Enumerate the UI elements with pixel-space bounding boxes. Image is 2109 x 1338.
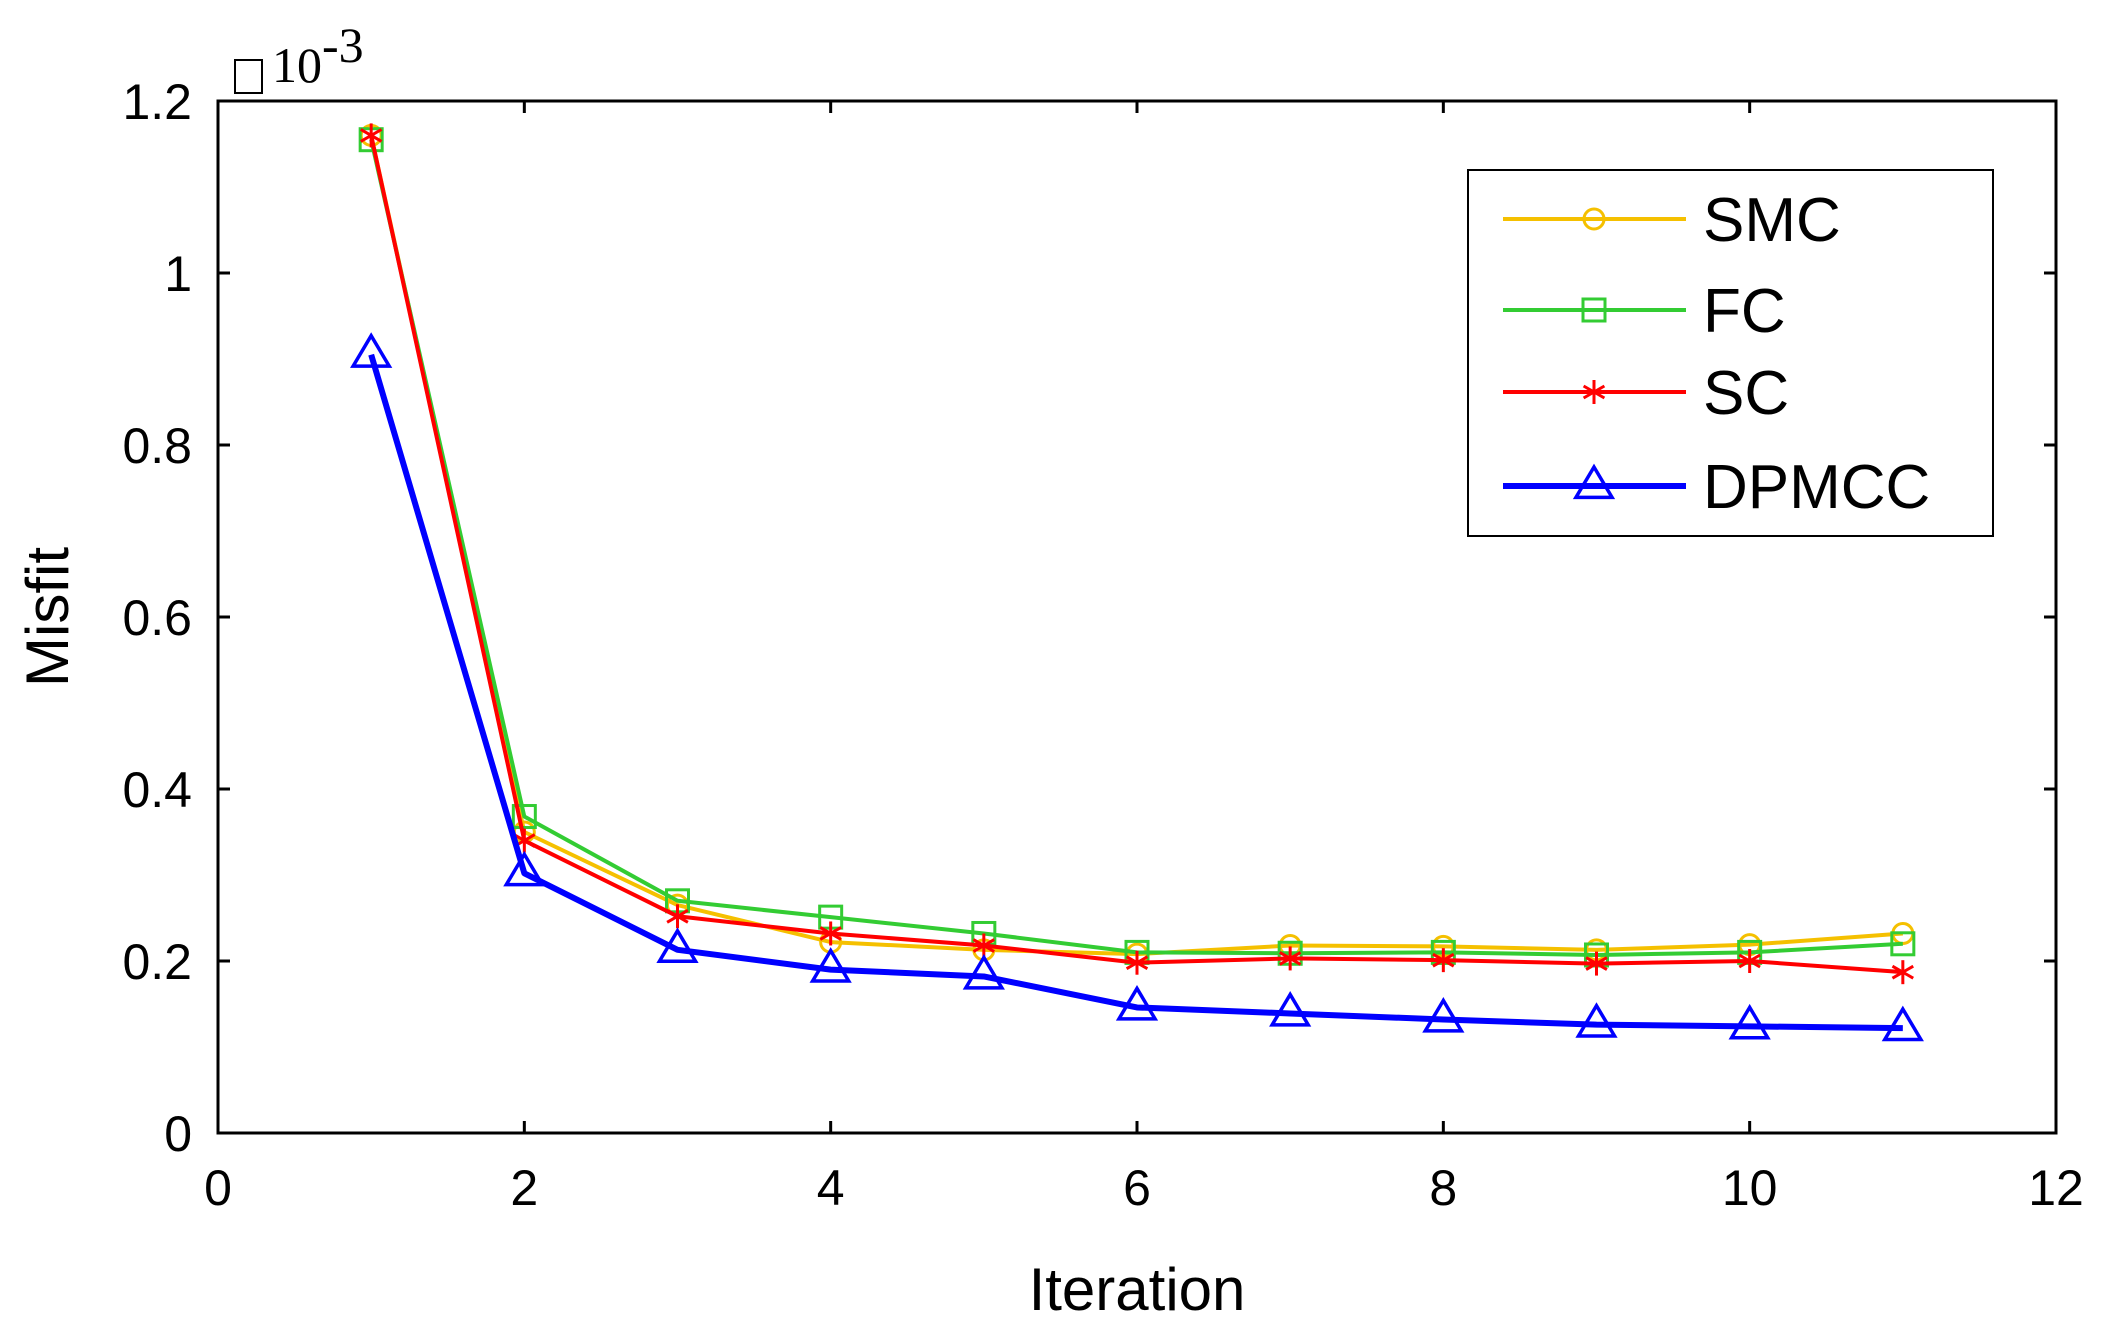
data-point-triangle: [503, 850, 546, 887]
asterisk-stroke: [1585, 956, 1608, 971]
y-multiplier-base: 10: [272, 37, 322, 93]
legend-entry-sc: SC: [1503, 359, 1789, 428]
legend-box: [1467, 169, 1994, 537]
legend-label: SC: [1703, 359, 1789, 428]
legend: SMC FC SC DPMCC: [1467, 169, 1994, 537]
legend-entry-smc: SMC: [1503, 186, 1841, 255]
data-point-asterisk: [972, 933, 995, 958]
series-dpmcc: [350, 332, 1924, 1042]
data-point-asterisk: [1582, 380, 1606, 404]
x-axis-label: Iteration: [1029, 1256, 1246, 1323]
x-tick-label: 0: [204, 1160, 232, 1216]
asterisk-stroke: [1432, 952, 1455, 968]
data-point-asterisk: [1279, 946, 1302, 971]
series-sc: [360, 123, 1914, 985]
data-point-asterisk: [1891, 960, 1914, 985]
data-point-triangle: [1269, 991, 1312, 1027]
data-point-square: [511, 804, 537, 830]
asterisk-stroke: [1279, 951, 1302, 966]
legend-label: DPMCC: [1703, 453, 1930, 522]
data-point-triangle: [1575, 1002, 1618, 1038]
data-point-asterisk: [819, 921, 842, 946]
series-line-dpmcc: [368, 353, 1903, 1032]
data-point-triangle: [809, 947, 852, 983]
asterisk-stroke: [666, 908, 689, 924]
data-point-square: [1890, 931, 1916, 957]
data-point-triangle: [656, 927, 699, 963]
y-tick-label: 0.4: [122, 762, 192, 818]
data-point-triangle: [962, 954, 1005, 990]
data-point-asterisk: [666, 904, 689, 929]
x-tick-label: 12: [2028, 1160, 2084, 1216]
y-tick-label: 0.6: [122, 590, 192, 646]
asterisk-stroke: [1738, 953, 1761, 969]
asterisk-stroke: [972, 938, 995, 953]
data-point-triangle: [1572, 463, 1616, 500]
x-tick-label: 2: [510, 1160, 538, 1216]
data-point-triangle: [350, 332, 393, 368]
x-tick-label: 6: [1123, 1160, 1151, 1216]
data-point-asterisk: [1585, 951, 1608, 976]
series-layer: [350, 123, 1924, 1042]
data-point-asterisk: [1432, 948, 1455, 973]
y-tick-label: 1: [164, 246, 192, 302]
asterisk-stroke: [819, 926, 842, 941]
asterisk-stroke: [1891, 964, 1914, 980]
data-point-triangle: [1728, 1003, 1771, 1040]
y-axis-label: Misfit: [14, 547, 81, 687]
legend-label: FC: [1703, 277, 1786, 346]
y-tick-label: 0.2: [122, 934, 192, 990]
x-tick-label: 8: [1429, 1160, 1457, 1216]
data-point-asterisk: [360, 123, 383, 148]
legend-label: SMC: [1703, 186, 1841, 255]
data-point-circle: [1582, 207, 1606, 231]
asterisk-stroke: [360, 128, 383, 143]
x-tick-labels: 0 2 4 6 8 10 12: [204, 1160, 2084, 1216]
data-point-triangle: [1881, 1005, 1924, 1042]
y-tick-label: 0.8: [122, 418, 192, 474]
data-point-triangle: [1422, 997, 1465, 1033]
legend-entry-fc: FC: [1503, 277, 1786, 346]
x-tick-label: 4: [817, 1160, 845, 1216]
plot-frame: [216, 99, 2058, 1135]
y-multiplier: 10-3: [272, 17, 364, 93]
data-point-asterisk: [1738, 949, 1761, 973]
data-point-square: [1581, 297, 1607, 323]
data-point-triangle: [1115, 985, 1159, 1021]
y-tick-label: 0: [164, 1106, 192, 1162]
y-multiplier-exponent: -3: [322, 17, 364, 73]
asterisk-stroke: [1582, 384, 1606, 400]
multiplier-times-glyph: [234, 59, 263, 94]
x-tick-label: 10: [1722, 1160, 1778, 1216]
data-point-asterisk: [1125, 950, 1149, 975]
legend-entry-dpmcc: DPMCC: [1503, 453, 1930, 522]
y-tick-label: 1.2: [122, 74, 192, 130]
y-tick-labels: 0 0.2 0.4 0.6 0.8 1 1.2: [122, 74, 192, 1162]
asterisk-stroke: [1125, 955, 1149, 971]
